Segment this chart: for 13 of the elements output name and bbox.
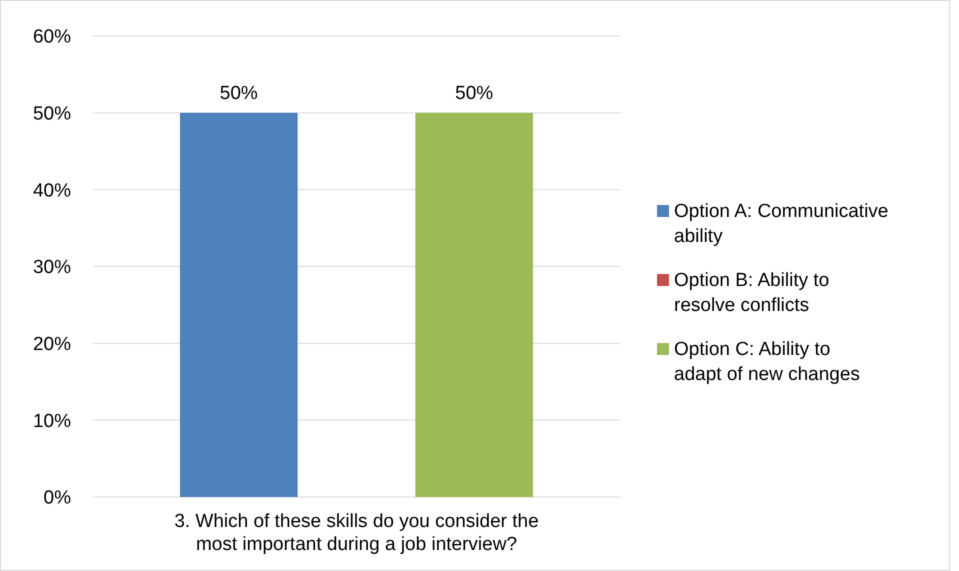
legend-label: Option A: Communicative ability — [674, 201, 888, 247]
y-tick-label: 60% — [32, 26, 72, 48]
y-tick-label: 50% — [32, 103, 72, 124]
y-tick-label: 30% — [32, 257, 72, 278]
legend-label: Option B: Ability to resolve conflicts — [674, 270, 830, 316]
y-tick-label: 10% — [32, 410, 72, 432]
x-tick-label: 3. Which of these skills do you consider the most important during a job interview? — [174, 511, 539, 555]
data-label: 50% — [455, 82, 494, 104]
legend-label: Option C: Ability to adapt of new changes — [674, 339, 860, 385]
y-tick-label: 20% — [32, 334, 72, 355]
y-tick-label: 40% — [32, 180, 72, 202]
data-label: 50% — [220, 82, 258, 104]
y-tick-label: 0% — [44, 488, 72, 509]
